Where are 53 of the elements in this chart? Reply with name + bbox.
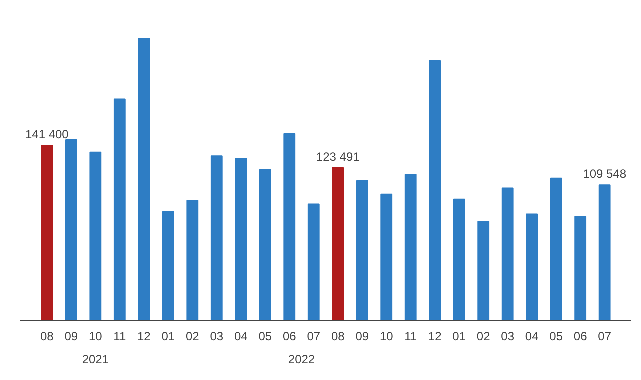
bar [41, 145, 54, 320]
bar [429, 60, 442, 320]
data-label: 123 491 [316, 150, 360, 164]
bar [502, 188, 514, 320]
x-tick-label: 11 [114, 330, 126, 344]
x-tick-label: 04 [525, 330, 540, 344]
x-tick-label: 02 [476, 330, 491, 344]
data-label: 109 548 [583, 167, 627, 182]
x-tick-label: 09 [64, 330, 78, 344]
x-tick-label: 01 [162, 330, 176, 344]
x-tick-label: 04 [234, 330, 248, 344]
bar [550, 178, 562, 320]
x-tick-label: 05 [258, 330, 272, 344]
x-tick-label: 02 [186, 330, 200, 344]
bar [210, 156, 223, 320]
x-tick-label: 10 [88, 330, 103, 344]
bar [138, 38, 150, 320]
data-label: 141 400 [25, 128, 70, 142]
bar [186, 200, 199, 320]
bar [162, 211, 174, 320]
bar [380, 194, 393, 320]
text: 2022 [288, 352, 316, 366]
x-tick-label: 12 [137, 330, 152, 344]
x-tick-label: 07 [307, 330, 321, 344]
bar [65, 140, 78, 320]
bar [404, 174, 417, 320]
bar [332, 167, 344, 320]
x-tick-label: 10 [380, 330, 394, 344]
x-tick-label: 06 [574, 330, 588, 344]
x-tick-label: 09 [356, 330, 370, 344]
x-tick-label: 01 [452, 330, 466, 344]
x-tick-label: 12 [428, 330, 442, 344]
x-tick-label: 03 [501, 330, 515, 344]
x-tick-label: 08 [40, 330, 54, 344]
x-tick-label: 06 [282, 330, 297, 344]
x-tick-label: 11 [404, 330, 418, 344]
bar [526, 214, 538, 320]
bar [114, 98, 126, 320]
x-tick-label: 03 [210, 330, 224, 344]
bar [598, 184, 611, 320]
bar [284, 133, 296, 320]
bar [235, 158, 248, 320]
bar [478, 221, 490, 320]
bar [90, 152, 102, 320]
x-tick-label: 07 [598, 330, 612, 344]
bar [308, 204, 320, 320]
x-tick-label: 05 [550, 330, 564, 344]
text: 2021 [82, 352, 110, 366]
bar [356, 180, 368, 320]
bar [574, 216, 587, 320]
bar [259, 169, 272, 320]
x-tick-label: 08 [331, 330, 346, 344]
bar [453, 198, 466, 320]
